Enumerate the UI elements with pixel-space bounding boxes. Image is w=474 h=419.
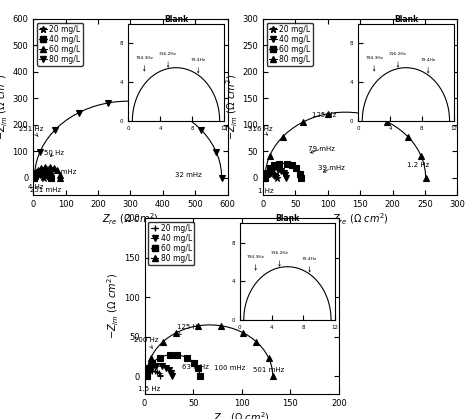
X-axis label: $\mathit{Z_{re}}\ (\Omega\ cm^2)$: $\mathit{Z_{re}}\ (\Omega\ cm^2)$ <box>102 212 159 227</box>
X-axis label: $\mathit{Z_{re}}\ (\Omega\ cm^2)$: $\mathit{Z_{re}}\ (\Omega\ cm^2)$ <box>213 411 270 419</box>
Text: 125 Hz: 125 Hz <box>177 324 201 335</box>
Legend: 20 mg/L, 40 mg/L, 60 mg/L, 80 mg/L: 20 mg/L, 40 mg/L, 60 mg/L, 80 mg/L <box>148 222 194 265</box>
Text: 39 mHz: 39 mHz <box>318 166 345 172</box>
Text: 32 mHz: 32 mHz <box>175 172 202 178</box>
Text: 1 Hz: 1 Hz <box>258 188 274 194</box>
X-axis label: $\mathit{Z_{re}}\ (\Omega\ cm^2)$: $\mathit{Z_{re}}\ (\Omega\ cm^2)$ <box>332 212 389 227</box>
Text: 1.2 Hz: 1.2 Hz <box>408 162 429 168</box>
Text: 200 Hz: 200 Hz <box>134 337 159 348</box>
Text: 631 mHz: 631 mHz <box>45 169 76 175</box>
Text: 251 mHz: 251 mHz <box>30 187 61 193</box>
Y-axis label: $-\mathit{Z_{im}}\ (\Omega\ cm^2)$: $-\mathit{Z_{im}}\ (\Omega\ cm^2)$ <box>224 74 239 140</box>
Text: (c): (c) <box>261 232 278 242</box>
Text: 1.5 Hz: 1.5 Hz <box>138 386 161 392</box>
Text: 79 mHz: 79 mHz <box>308 146 335 153</box>
Text: 100 mHz: 100 mHz <box>214 365 246 372</box>
Text: 501 mHz: 501 mHz <box>253 367 284 373</box>
Text: 251 Hz: 251 Hz <box>19 126 44 137</box>
Text: 316 Hz: 316 Hz <box>247 126 272 135</box>
Legend: 20 mg/L, 40 mg/L, 60 mg/L, 80 mg/L: 20 mg/L, 40 mg/L, 60 mg/L, 80 mg/L <box>267 23 313 66</box>
Text: 50 Hz: 50 Hz <box>44 150 64 156</box>
Text: 125 Hz: 125 Hz <box>312 112 337 118</box>
Y-axis label: $-\mathit{Z_{im}}\ (\Omega\ cm^2)$: $-\mathit{Z_{im}}\ (\Omega\ cm^2)$ <box>106 273 121 339</box>
Text: 63 mHz: 63 mHz <box>182 364 209 370</box>
Text: 8 Hz: 8 Hz <box>147 116 163 122</box>
Y-axis label: $-\mathit{Z_{im}}\ (\Omega\ cm^2)$: $-\mathit{Z_{im}}\ (\Omega\ cm^2)$ <box>0 74 9 140</box>
Text: (a): (a) <box>150 33 167 43</box>
Text: (b): (b) <box>380 33 398 43</box>
Text: 4 Hz: 4 Hz <box>28 184 44 190</box>
Legend: 20 mg/L, 40 mg/L, 60 mg/L, 80 mg/L: 20 mg/L, 40 mg/L, 60 mg/L, 80 mg/L <box>37 23 83 66</box>
